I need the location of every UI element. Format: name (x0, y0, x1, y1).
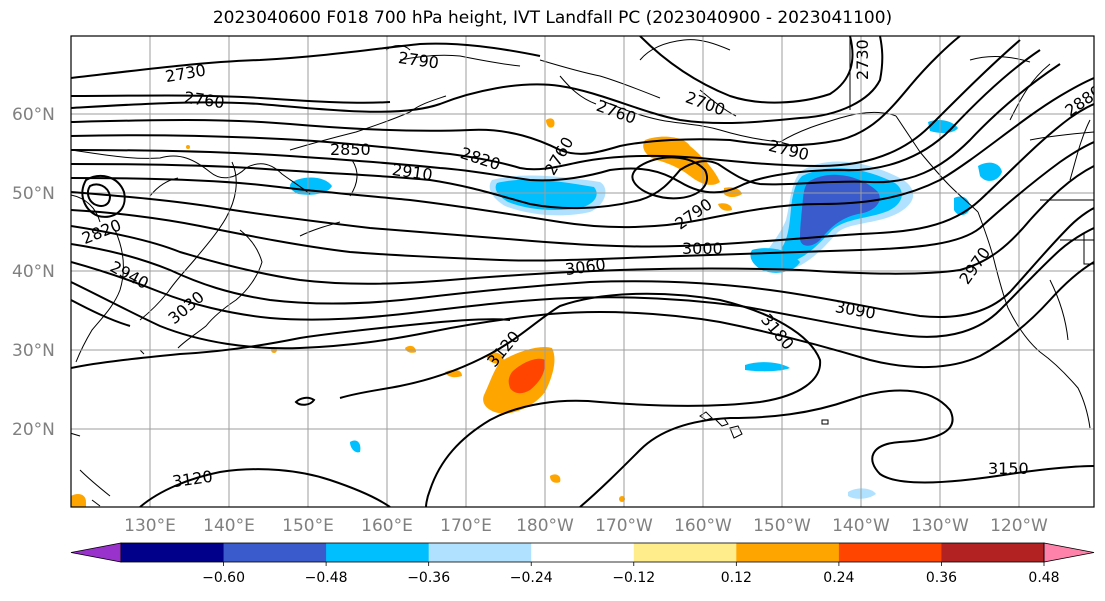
colorbar-outline (120, 542, 1045, 563)
lon-tick-label: 150°W (753, 516, 811, 536)
colorbar-tick-label: −0.36 (407, 570, 450, 586)
lat-tick-label: 20°N (12, 420, 55, 440)
colorbar-tick-label: 0.24 (823, 570, 854, 586)
shade-pos-region-subtrop-4 (405, 345, 416, 353)
shade-pos-region-subtrop-3 (486, 352, 504, 364)
colorbar-segment (838, 543, 942, 562)
contour-label: 2730 (853, 39, 872, 80)
lon-tick-label: 130°W (911, 516, 969, 536)
shade-pos-region-corner (71, 494, 86, 507)
colorbar-tick-label: 0.36 (926, 570, 957, 586)
colorbar (70, 542, 1095, 563)
lat-tick-label: 30°N (12, 341, 55, 361)
shade-neg-region-sub-2 (350, 440, 361, 453)
height-contours (71, 36, 1094, 507)
shade-neg-region-east-tail (750, 248, 800, 273)
lon-tick-label: 170°W (595, 516, 653, 536)
shade-neg-region-sub-3 (848, 488, 876, 499)
shade-pos-region-alaska-3 (718, 203, 732, 211)
ivt-shading (71, 118, 1002, 507)
colorbar-tick-label: −0.12 (612, 570, 655, 586)
colorbar-segment (223, 543, 327, 562)
contour-label: 3000 (682, 239, 723, 258)
shade-pos-region-alaska (643, 136, 720, 185)
shade-pos-region-subtrop-core (508, 358, 546, 394)
colorbar-segment (121, 543, 225, 562)
colorbar-segment (428, 543, 532, 562)
shade-neg-region-kamchatka (290, 177, 332, 195)
map-title: 2023040600 F018 700 hPa height, IVT Land… (212, 8, 893, 28)
contour-label: 2850 (330, 140, 371, 159)
lon-tick-label: 170°E (440, 516, 492, 536)
lon-tick-label: 140°W (832, 516, 890, 536)
lon-tick-label: 120°W (990, 516, 1048, 536)
shade-pos-region-small-1 (546, 118, 555, 128)
colorbar-segment (736, 543, 840, 562)
shade-neg-region-sub-1 (745, 362, 790, 372)
colorbar-extend-high (1043, 542, 1095, 563)
colorbar-tick-label: −0.60 (202, 570, 245, 586)
shade-pos-dot-3 (186, 145, 190, 149)
colorbar-segment (531, 543, 635, 562)
lon-tick-label: 160°W (674, 516, 732, 536)
lon-axis: 130°E 140°E 150°E 160°E 170°E 180°W 170°… (124, 516, 1048, 536)
colorbar-tick-label: 0.12 (721, 570, 752, 586)
colorbar-extend-low (70, 542, 122, 563)
coastlines (71, 36, 1094, 507)
lon-tick-label: 140°E (203, 516, 255, 536)
colorbar-segment (326, 543, 430, 562)
contour-label: 3150 (988, 459, 1029, 478)
colorbar-segment (633, 543, 737, 562)
lon-tick-label: 130°E (124, 516, 176, 536)
shade-pos-region-small-2 (550, 474, 561, 483)
colorbar-segment (941, 543, 1045, 562)
lat-tick-label: 50°N (12, 184, 55, 204)
gridlines (71, 36, 1094, 507)
lon-tick-label: 150°E (282, 516, 334, 536)
lon-tick-label: 180°W (516, 516, 574, 536)
lat-tick-label: 60°N (12, 105, 55, 125)
colorbar-tick-label: −0.24 (510, 570, 553, 586)
colorbar-tick-label: 0.48 (1028, 570, 1059, 586)
lat-tick-label: 40°N (12, 262, 55, 282)
colorbar-ticks: −0.60 −0.48 −0.36 −0.24 −0.12 0.12 0.24 0.36 0.4… (202, 562, 1060, 586)
colorbar-tick-label: −0.48 (305, 570, 348, 586)
shade-neg-region-bc-2 (978, 162, 1002, 181)
lon-tick-label: 160°E (361, 516, 413, 536)
lat-axis: 60°N 50°N 40°N 30°N 20°N (12, 105, 55, 440)
map-frame-border (70, 35, 1095, 508)
